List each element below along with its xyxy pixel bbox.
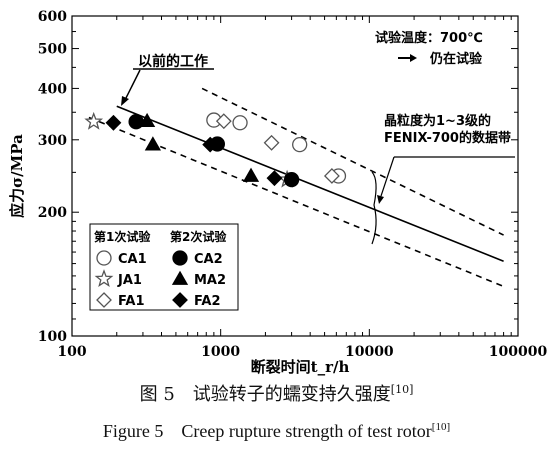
legend-marker-fa1 [96, 292, 112, 308]
previous-work-lines [88, 87, 504, 288]
temperature-annotation: 试验温度：700℃ [375, 30, 483, 46]
lower-bound-line [88, 116, 504, 288]
legend-box [89, 223, 239, 311]
legend-marker-ca1 [96, 250, 112, 266]
plot-frame [71, 15, 519, 337]
axis-ticks: 100 1000 10000 100000 100 200 300 400 500 600 [38, 9, 548, 360]
x-axis-label: 断裂时间t_r/h [251, 358, 350, 376]
data-point-ca1 [232, 115, 248, 131]
data-point-ca1 [292, 136, 308, 153]
running-annotation: 仍在试验 [429, 51, 483, 67]
legend-header-1: 第1次试验 [94, 229, 151, 244]
legend-entries: CA1 JA1 FA1 CA2 MA2 FA2 [94, 250, 226, 309]
legend-header-2: 第2次试验 [170, 229, 227, 244]
data-point-fa2 [105, 114, 122, 131]
data-points [84, 111, 347, 188]
legend-label-ja1: JA1 [117, 273, 142, 288]
data-point-ma2 [242, 167, 260, 182]
band-arrowhead [377, 195, 384, 204]
band-label-line2: FENIX-700的数据带 [384, 130, 511, 146]
data-point-ja1 [84, 111, 104, 130]
data-point-fa1 [263, 134, 280, 151]
y-tick-label: 200 [38, 205, 67, 221]
mean-line [116, 105, 504, 262]
previous-work-arrow [124, 69, 141, 101]
x-tick-label: 1000 [201, 344, 240, 360]
data-point-ca2 [283, 171, 300, 188]
legend-marker-ma2 [171, 270, 189, 285]
x-tick-label: 10000 [345, 344, 394, 360]
data-point-fa2 [266, 170, 283, 187]
previous-work-arrowhead [121, 96, 129, 106]
running-marker-icon [398, 54, 417, 62]
caption-cn-ref: [10] [390, 383, 414, 396]
data-point-ma2 [138, 112, 156, 128]
y-tick-label: 600 [38, 9, 67, 25]
y-tick-label: 500 [38, 42, 67, 58]
legend-marker-ja1 [94, 269, 114, 287]
band-arrow [380, 156, 395, 197]
x-tick-label: 100 [57, 344, 86, 360]
y-tick-label: 400 [38, 81, 67, 97]
legend-label-ca2: CA2 [194, 252, 223, 267]
data-point-fa1 [215, 113, 232, 130]
x-tick-label: 100000 [489, 344, 548, 360]
figure-caption-en: Figure 5 Creep rupture strength of test … [102, 421, 451, 441]
legend-label-ma2: MA2 [194, 273, 226, 288]
legend-label-ca1: CA1 [118, 252, 147, 267]
y-axis-label: 应力σ/MPa [8, 134, 26, 218]
legend-marker-ca2 [172, 250, 188, 266]
data-point-ma2 [144, 136, 162, 151]
legend-label-fa1: FA1 [118, 294, 145, 309]
data-point-fa2 [202, 136, 219, 153]
previous-work-label: 以前的工作 [138, 53, 208, 70]
legend-label-fa2: FA2 [194, 294, 221, 309]
figure-caption-cn: 图 5 试验转子的蠕变持久强度[10] [139, 383, 414, 405]
upper-bound-line [201, 87, 504, 236]
band-label-line1: 晶粒度为1~3级的 [384, 113, 491, 129]
legend-marker-fa2 [172, 292, 188, 308]
caption-en-ref: [10] [431, 421, 451, 433]
y-tick-label: 100 [38, 329, 67, 345]
band-bracket [371, 171, 377, 245]
creep-rupture-chart: 100 1000 10000 100000 100 200 300 400 500 600 应力σ… [8, 9, 548, 376]
data-point-fa1 [323, 168, 340, 184]
y-tick-label: 300 [38, 133, 67, 149]
